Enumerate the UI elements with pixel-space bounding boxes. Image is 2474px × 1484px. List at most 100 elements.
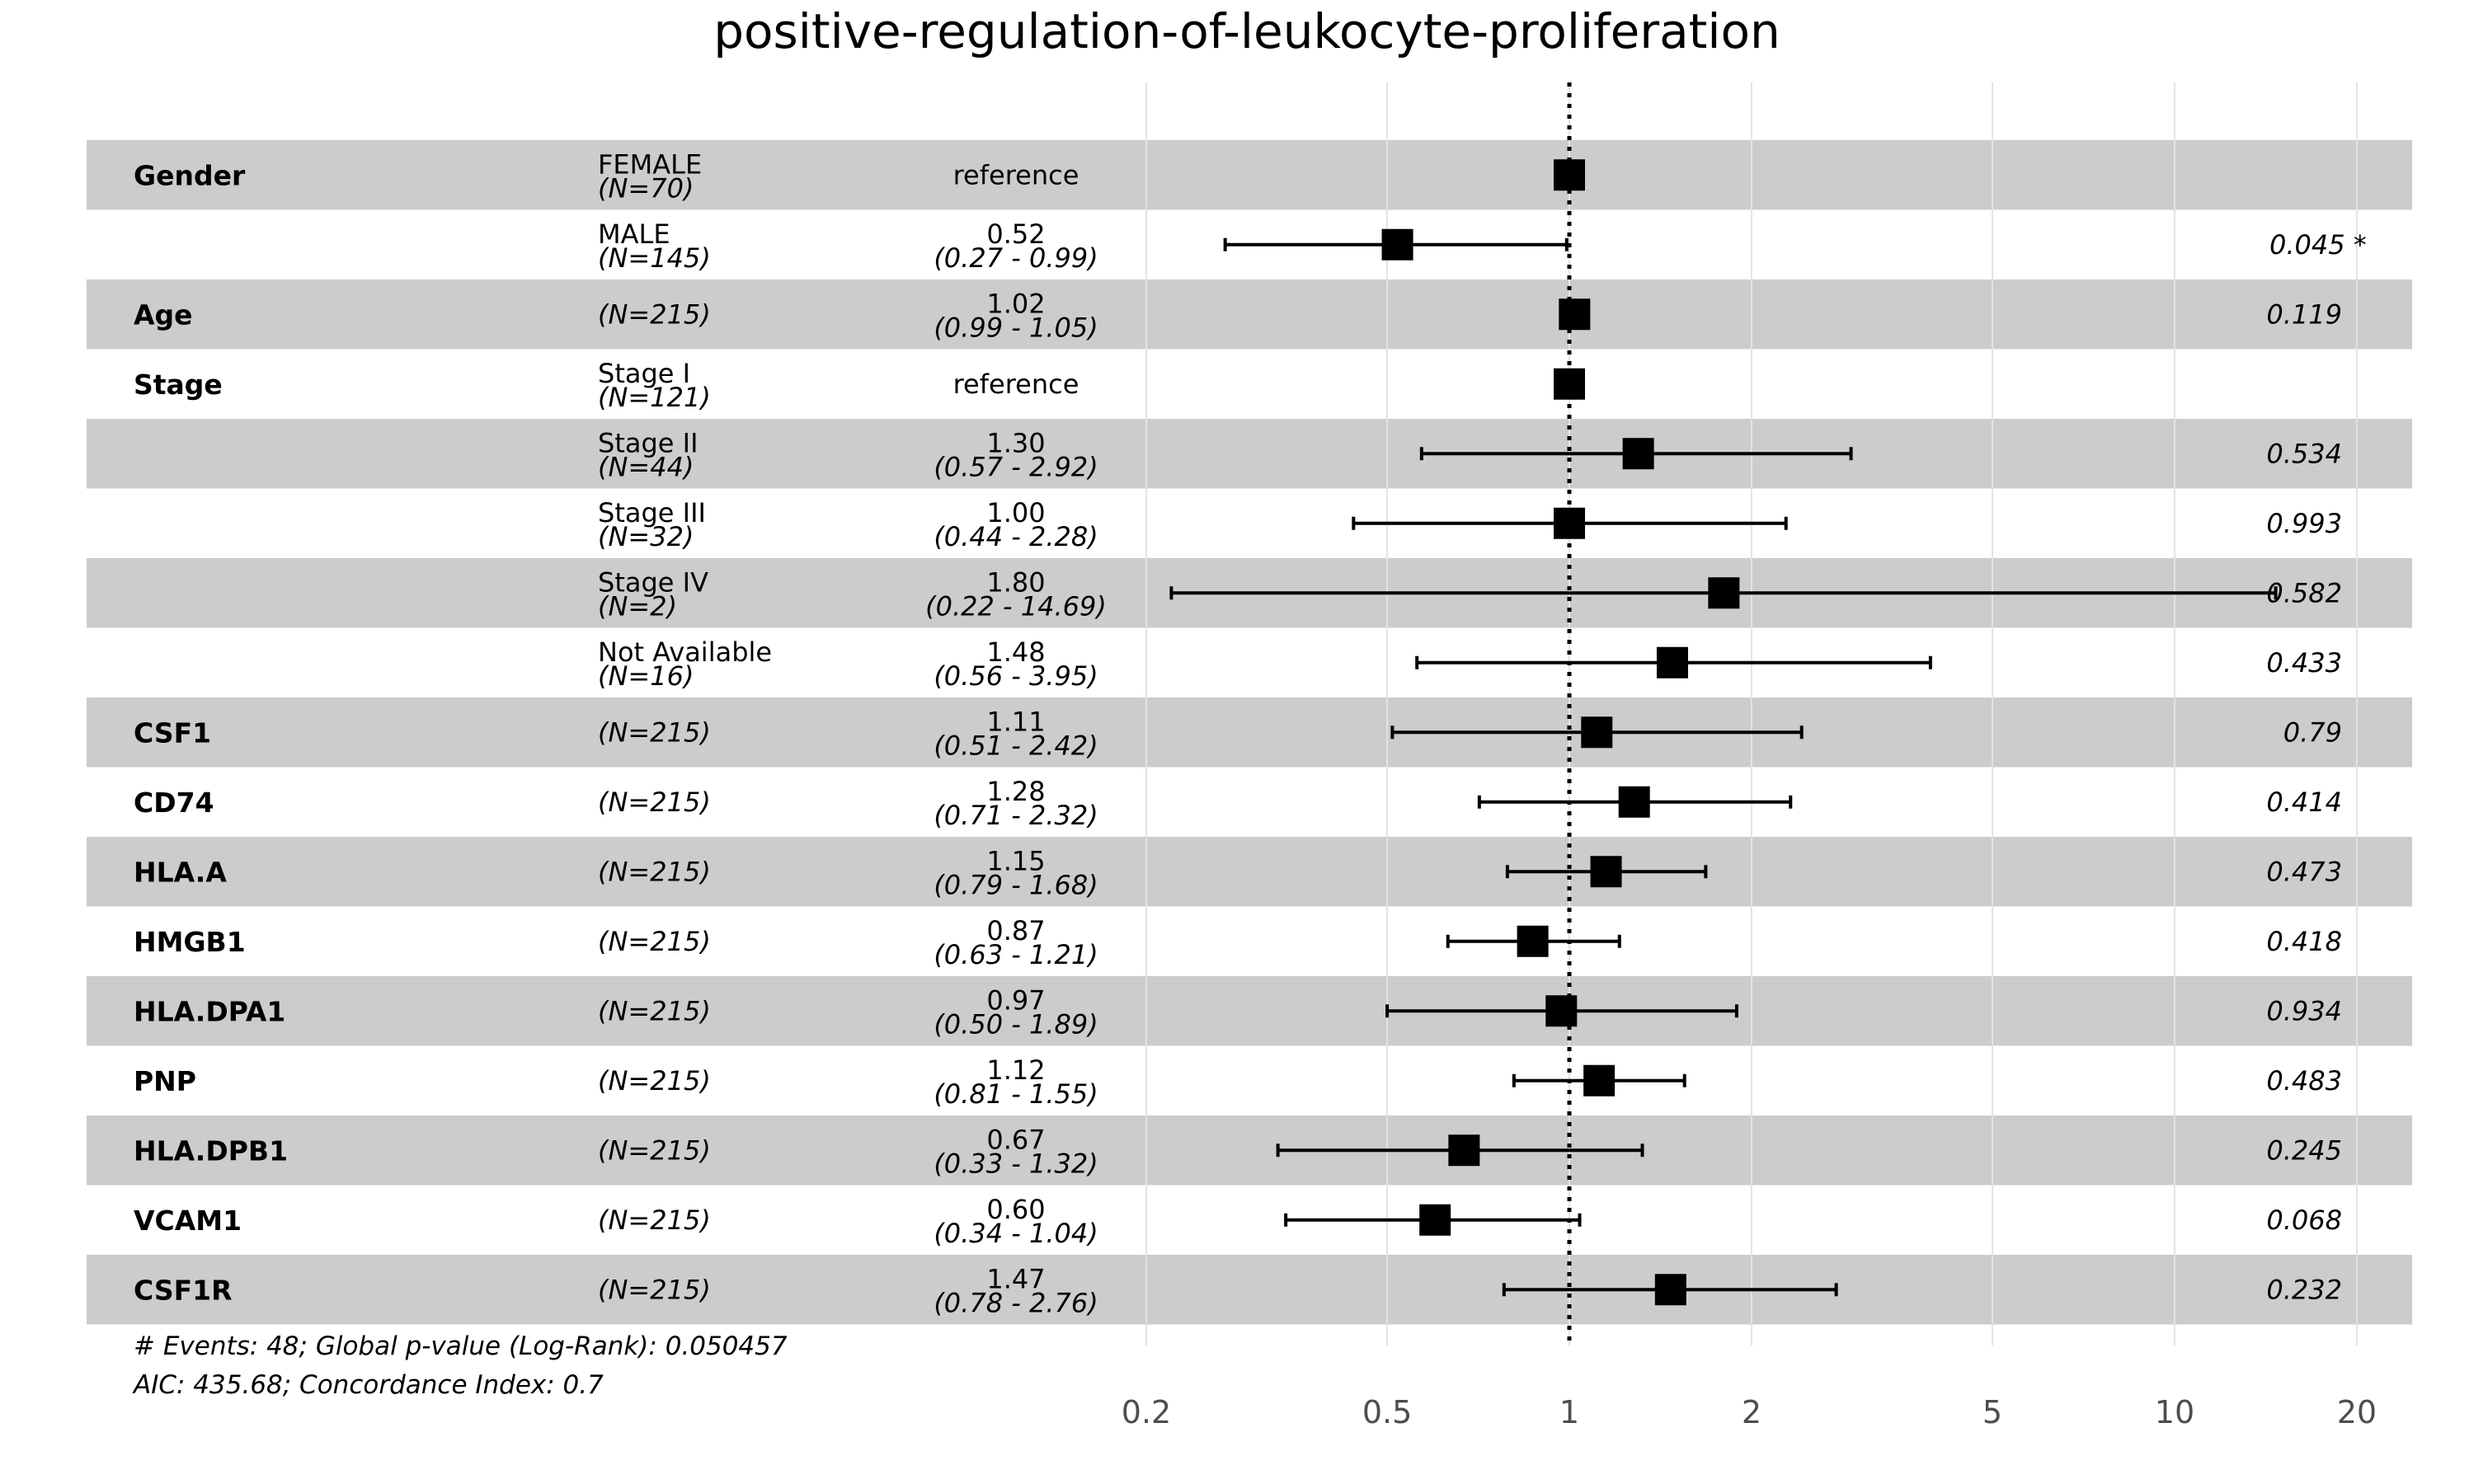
x-tick-label: 0.5 bbox=[1362, 1394, 1412, 1430]
variable-label: HMGB1 bbox=[134, 926, 246, 958]
p-value-label: 0.045 * bbox=[2269, 229, 2367, 261]
ci-label: (0.81 - 1.55) bbox=[934, 1078, 1098, 1110]
row-stripes bbox=[87, 140, 2412, 1325]
n-label: (N=215) bbox=[598, 1065, 711, 1097]
n-label: (N=215) bbox=[598, 298, 711, 330]
row-labels: Gender FEMALE(N=70) reference MALE(N=145) 0.… bbox=[134, 148, 2367, 1318]
hr-marker bbox=[1590, 856, 1622, 888]
p-value-label: 0.79 bbox=[2284, 716, 2342, 748]
x-tick-label: 5 bbox=[1982, 1394, 2002, 1430]
estimate-label: 1.30 bbox=[986, 427, 1045, 458]
n-label: (N=215) bbox=[598, 856, 711, 887]
hr-marker bbox=[1554, 159, 1586, 191]
ci-label: (0.99 - 1.05) bbox=[934, 312, 1098, 343]
row-stripe bbox=[87, 697, 2412, 768]
estimate-label: 0.97 bbox=[986, 984, 1045, 1016]
hr-marker bbox=[1554, 368, 1586, 400]
ci-label: (0.57 - 2.92) bbox=[934, 451, 1098, 482]
hr-marker bbox=[1708, 577, 1740, 609]
estimate-label: 1.02 bbox=[986, 288, 1045, 319]
p-value-label: 0.473 bbox=[2266, 856, 2342, 887]
p-value-label: 0.534 bbox=[2266, 438, 2342, 469]
ci-label: (0.27 - 0.99) bbox=[934, 242, 1098, 274]
p-value-label: 0.483 bbox=[2266, 1065, 2342, 1097]
hr-marker bbox=[1381, 228, 1413, 261]
p-value-label: 0.418 bbox=[2266, 926, 2342, 957]
level-label: Stage II bbox=[598, 427, 698, 458]
estimate-label: 1.48 bbox=[986, 636, 1045, 668]
estimate-label: 0.52 bbox=[986, 218, 1045, 250]
n-label: (N=44) bbox=[598, 451, 694, 482]
hr-marker bbox=[1581, 716, 1613, 749]
hr-marker bbox=[1554, 507, 1586, 539]
variable-label: HLA.DPA1 bbox=[134, 995, 285, 1027]
hr-marker bbox=[1618, 786, 1650, 818]
ci-label: (0.50 - 1.89) bbox=[934, 1008, 1098, 1040]
estimate-label: reference bbox=[953, 369, 1079, 400]
hr-marker bbox=[1583, 1064, 1616, 1097]
ci-label: (0.79 - 1.68) bbox=[934, 869, 1098, 900]
variable-label: Age bbox=[134, 298, 193, 331]
ci-label: (0.34 - 1.04) bbox=[934, 1218, 1098, 1249]
variable-label: CSF1 bbox=[134, 716, 211, 749]
estimate-label: 1.28 bbox=[986, 776, 1045, 807]
estimate-label: 0.67 bbox=[986, 1124, 1045, 1155]
x-tick-label: 10 bbox=[2155, 1394, 2194, 1430]
hr-marker bbox=[1654, 1274, 1686, 1306]
hr-marker bbox=[1559, 298, 1591, 331]
x-axis-ticks: 0.2 0.5 1 2 5 10 20 bbox=[1122, 1394, 2377, 1430]
hr-marker bbox=[1622, 438, 1654, 470]
x-tick-label: 20 bbox=[2337, 1394, 2377, 1430]
level-label: Not Available bbox=[598, 636, 772, 668]
n-label: (N=215) bbox=[598, 995, 711, 1026]
n-label: (N=215) bbox=[598, 926, 711, 957]
level-label: Stage IV bbox=[598, 566, 708, 598]
vertical-gridlines bbox=[1145, 82, 2358, 1345]
row-stripe bbox=[87, 1115, 2412, 1186]
n-label: (N=215) bbox=[598, 1205, 711, 1236]
row-stripe bbox=[87, 976, 2412, 1046]
n-label: (N=215) bbox=[598, 787, 711, 818]
level-label: Stage I bbox=[598, 358, 690, 389]
x-tick-label: 2 bbox=[1742, 1394, 1761, 1430]
estimate-marks bbox=[1169, 159, 2278, 1306]
level-label: Stage III bbox=[598, 497, 706, 528]
p-value-label: 0.993 bbox=[2266, 508, 2342, 539]
row-stripe bbox=[87, 419, 2412, 489]
x-tick-label: 0.2 bbox=[1122, 1394, 1171, 1430]
x-tick-label: 1 bbox=[1559, 1394, 1579, 1430]
variable-label: HLA.DPB1 bbox=[134, 1134, 288, 1167]
n-label: (N=121) bbox=[598, 382, 711, 413]
p-value-label: 0.433 bbox=[2266, 647, 2342, 679]
level-label: FEMALE bbox=[598, 148, 702, 180]
variable-label: CSF1R bbox=[134, 1274, 233, 1306]
p-value-label: 0.119 bbox=[2266, 298, 2342, 330]
hr-marker bbox=[1517, 925, 1549, 957]
hr-marker bbox=[1545, 995, 1578, 1027]
ci-label: (0.71 - 2.32) bbox=[934, 800, 1098, 831]
variable-label: Stage bbox=[134, 369, 223, 401]
variable-label: HLA.A bbox=[134, 856, 227, 888]
ci-label: (0.22 - 14.69) bbox=[925, 590, 1107, 622]
p-value-label: 0.232 bbox=[2266, 1274, 2342, 1305]
variable-label: VCAM1 bbox=[134, 1205, 242, 1237]
ci-label: (0.56 - 3.95) bbox=[934, 660, 1098, 692]
n-label: (N=70) bbox=[598, 172, 694, 204]
row-stripe bbox=[87, 837, 2412, 907]
estimate-label: 1.47 bbox=[986, 1263, 1045, 1294]
chart-title: positive-regulation-of-leukocyte-prolife… bbox=[713, 3, 1780, 59]
estimate-label: reference bbox=[953, 159, 1079, 190]
ci-label: (0.63 - 1.21) bbox=[934, 939, 1098, 970]
ci-label: (0.44 - 2.28) bbox=[934, 521, 1098, 552]
variable-label: PNP bbox=[134, 1065, 196, 1097]
estimate-label: 0.87 bbox=[986, 915, 1045, 946]
p-value-label: 0.582 bbox=[2266, 577, 2342, 608]
p-value-label: 0.414 bbox=[2266, 787, 2342, 818]
p-value-label: 0.068 bbox=[2266, 1205, 2342, 1236]
n-label: (N=145) bbox=[598, 242, 711, 274]
estimate-label: 1.00 bbox=[986, 497, 1045, 528]
hr-marker bbox=[1656, 646, 1688, 679]
estimate-label: 0.60 bbox=[986, 1194, 1045, 1225]
row-stripe bbox=[87, 279, 2412, 350]
